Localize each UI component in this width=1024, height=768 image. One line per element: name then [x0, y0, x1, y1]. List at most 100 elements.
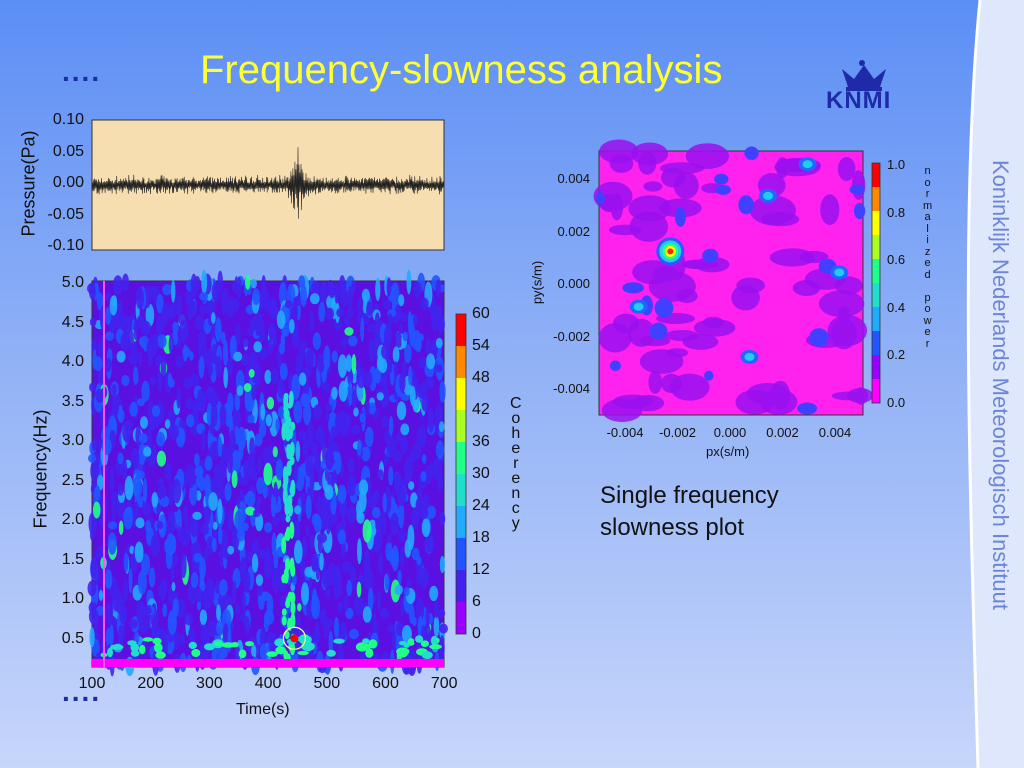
- coherency-cell: [283, 409, 289, 420]
- coherency-cell: [301, 431, 307, 443]
- coherency-cell: [215, 580, 221, 595]
- coherency-cell: [289, 521, 295, 539]
- coherency-cell: [324, 404, 333, 413]
- label-char: w: [923, 314, 932, 327]
- spectrogram-ytick: 1.0: [61, 590, 84, 607]
- coherency-cell: [234, 393, 241, 412]
- coherency-cell: [98, 589, 103, 602]
- coherency-cell: [326, 649, 336, 657]
- power-contour: [776, 157, 789, 179]
- colorbar-segment: [456, 602, 466, 634]
- coherency-cell: [357, 309, 362, 324]
- power-contour: [744, 352, 755, 361]
- coherency-cell: [258, 422, 267, 438]
- coherency-cell: [164, 462, 172, 482]
- coherency-cell: [211, 282, 220, 301]
- colorbar-segment: [872, 187, 880, 211]
- power-contour: [596, 191, 605, 205]
- colorbar-segment: [872, 379, 880, 403]
- coherency-cell: [378, 552, 383, 576]
- coherency-cell: [424, 376, 434, 389]
- power-contour: [762, 191, 773, 200]
- coherency-cell: [226, 448, 234, 474]
- coherency-cell: [234, 510, 244, 531]
- label-char: [926, 281, 929, 293]
- coherency-cell: [151, 338, 159, 355]
- coherency-cell: [205, 348, 213, 370]
- coherency-cell: [176, 388, 182, 409]
- coherency-cell: [134, 632, 140, 643]
- spectrogram-xtick: 300: [196, 675, 223, 692]
- caption-line-2: slowness plot: [600, 514, 745, 541]
- coherency-cell: [137, 350, 143, 366]
- trace-ytick: 0.00: [52, 174, 84, 191]
- coherency-cell: [266, 651, 278, 657]
- coherency-cell: [376, 355, 384, 371]
- coherency-cell: [199, 292, 208, 301]
- coherency-cell: [241, 592, 246, 613]
- coherency-cell: [301, 641, 315, 652]
- coherency-cell: [439, 380, 446, 403]
- coherency-cell: [361, 288, 370, 302]
- coherency-cell: [117, 452, 124, 465]
- colorbar-segment: [456, 346, 466, 378]
- coherency-cell: [225, 410, 233, 428]
- label-char: y: [511, 515, 520, 532]
- side-panel: [966, 0, 1024, 768]
- power-contour: [643, 181, 663, 192]
- coherency-cell: [413, 313, 418, 328]
- coherency-cell: [337, 601, 344, 613]
- slowness-xlabel: px(s/m): [706, 444, 750, 459]
- coherency-cell: [408, 638, 415, 644]
- coherency-cell: [381, 509, 387, 535]
- coherency-cell: [240, 557, 247, 577]
- coherency-cell: [356, 367, 367, 389]
- coherency-cell: [346, 505, 357, 524]
- coherency-cell: [204, 456, 213, 471]
- coherency-cell: [359, 413, 366, 423]
- coherency-cell: [301, 536, 308, 559]
- coherency-cell: [365, 401, 370, 417]
- trace-line: [91, 147, 445, 219]
- label-char: o: [511, 410, 521, 427]
- coherency-cell: [104, 306, 112, 325]
- spectrogram-ytick: 2.5: [61, 471, 84, 489]
- caption: Single frequency slowness plot: [600, 480, 840, 544]
- coherency-cell: [193, 553, 203, 563]
- coherency-cell: [402, 331, 408, 342]
- coherency-cell: [304, 347, 315, 370]
- coherency-cell: [126, 328, 134, 350]
- coherency-cell: [319, 281, 328, 304]
- coherency-cell: [97, 338, 107, 359]
- colorbar-tick: 0.6: [887, 252, 906, 267]
- coherency-cell: [170, 561, 175, 586]
- coherency-cell: [367, 402, 376, 415]
- trace-ytick: -0.10: [47, 237, 84, 254]
- coherency-cell: [204, 507, 210, 526]
- coherency-cell: [247, 414, 255, 424]
- coherency-cell: [325, 618, 334, 628]
- coherency-cell: [218, 526, 223, 545]
- coherency-cell: [348, 335, 358, 347]
- coherency-cell: [95, 388, 105, 403]
- label-char: l: [926, 222, 929, 235]
- coherency-cell: [111, 586, 122, 612]
- coherency-cell: [300, 503, 307, 514]
- coherency-cell: [201, 429, 206, 452]
- power-contour: [673, 172, 699, 199]
- coherency-cell: [266, 558, 271, 578]
- coherency-cell: [156, 293, 164, 314]
- spectrogram-xtick: 400: [254, 675, 282, 692]
- coherency-cell: [125, 506, 133, 516]
- slowness-xtick: -0.004: [606, 425, 644, 440]
- coherency-cell: [311, 280, 320, 296]
- trace-ytick: 0.10: [52, 111, 84, 128]
- power-contour: [599, 139, 639, 164]
- colorbar-segment: [872, 331, 880, 355]
- coherency-cell: [270, 492, 277, 518]
- coherency-cell: [337, 529, 346, 545]
- coherency-cell: [215, 317, 222, 343]
- coherency-cell: [290, 564, 296, 577]
- coherency-cell: [109, 468, 115, 494]
- label-char: n: [511, 485, 521, 502]
